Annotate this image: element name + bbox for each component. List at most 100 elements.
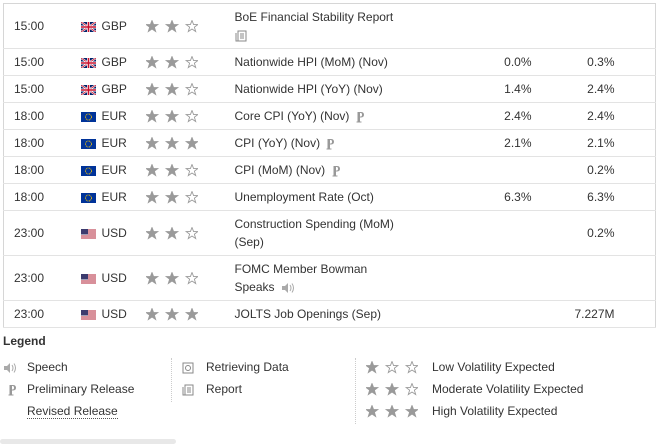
- actual: 0.0%: [408, 48, 532, 76]
- volatility-stars: [144, 307, 199, 321]
- currency: USD: [101, 307, 127, 321]
- flag: [79, 19, 102, 33]
- volatility-stars: [144, 271, 199, 285]
- legend-item: Report: [182, 380, 289, 402]
- volatility-cell: [144, 48, 235, 76]
- time: 18:00: [3, 102, 81, 130]
- report-icon: [235, 28, 247, 42]
- currency-cell: EUR: [80, 102, 146, 130]
- speech-icon: [3, 360, 17, 374]
- event-cell: Core CPI (YoY) (Nov): [234, 102, 409, 130]
- currency: GBP: [101, 82, 127, 96]
- volatility-cell: [144, 102, 235, 130]
- forecast: [531, 255, 615, 301]
- spacer: [614, 183, 656, 211]
- event-cell: Nationwide HPI (MoM) (Nov): [234, 48, 409, 76]
- event-name: Unemployment Rate (Oct): [234, 190, 374, 204]
- volatility-stars: [364, 358, 432, 376]
- volatility-cell: [144, 3, 235, 49]
- currency: EUR: [101, 190, 127, 204]
- event-cell: Nationwide HPI (YoY) (Nov): [234, 75, 409, 103]
- flag: [80, 226, 102, 240]
- volatility-stars: [144, 19, 199, 33]
- forecast: 2.4%: [531, 102, 615, 130]
- event-cell: Construction Spending (MoM) (Sep): [234, 210, 409, 256]
- flag: [79, 55, 102, 69]
- forecast: 0.3%: [531, 48, 615, 76]
- legend-column: Retrieving Data Report: [171, 358, 289, 402]
- currency-cell: USD: [80, 210, 146, 256]
- flag: [80, 307, 102, 321]
- spacer: [614, 3, 656, 49]
- legend-label: High Volatility Expected: [432, 404, 558, 418]
- legend-item: Moderate Volatility Expected: [364, 380, 584, 402]
- icon-line: [235, 26, 409, 44]
- legend-item: Preliminary Release: [3, 380, 134, 402]
- preliminary-icon: [356, 108, 365, 123]
- flag: [80, 190, 102, 204]
- flag: [80, 271, 102, 285]
- scrollbar[interactable]: [0, 439, 176, 444]
- spacer: [614, 210, 656, 256]
- legend-item: Low Volatility Expected: [364, 358, 583, 380]
- legend-item: Speech: [3, 358, 134, 380]
- preliminary-icon: [326, 135, 335, 150]
- forecast: 0.2%: [531, 210, 615, 256]
- event-name: CPI (MoM) (Nov): [234, 163, 326, 177]
- volatility-stars: [364, 380, 432, 398]
- currency: GBP: [101, 19, 127, 33]
- time: 15:00: [3, 3, 81, 49]
- volatility-stars: [144, 226, 199, 240]
- legend-label[interactable]: Revised Release: [27, 404, 118, 419]
- currency-cell: USD: [80, 300, 146, 328]
- event-name: CPI (YoY) (Nov): [234, 136, 321, 150]
- legend-icon: [182, 380, 206, 398]
- volatility-cell: [144, 156, 235, 184]
- spacer: [614, 75, 656, 103]
- legend-title: Legend: [3, 334, 46, 348]
- event-name: Nationwide HPI (MoM) (Nov): [234, 55, 388, 69]
- currency-cell: EUR: [80, 156, 146, 184]
- legend-label: Retrieving Data: [206, 360, 289, 374]
- event-cell: JOLTS Job Openings (Sep): [234, 300, 409, 328]
- currency: EUR: [101, 136, 127, 150]
- time: 23:00: [3, 210, 81, 256]
- legend-label: Report: [206, 382, 243, 396]
- forecast: 2.4%: [531, 75, 615, 103]
- flag: [79, 82, 102, 96]
- time: 18:00: [3, 183, 81, 211]
- report-icon: [182, 382, 194, 396]
- flag: [80, 163, 102, 177]
- legend-item: Revised Release: [3, 402, 134, 424]
- event-name: BoE Financial Stability Report: [234, 10, 394, 24]
- currency: EUR: [101, 163, 127, 177]
- event-row: 23:00 USD Construction Spending (MoM) (Sep…: [3, 210, 656, 256]
- event-cell: FOMC Member Bowman Speaks: [234, 255, 409, 301]
- legend-label: Speech: [27, 360, 68, 374]
- event-row: 15:00 GBP BoE Financial Stability Report: [3, 3, 656, 49]
- event-cell: CPI (MoM) (Nov): [234, 156, 409, 184]
- event-row: 23:00 USD JOLTS Job Openings (Sep) 7.227M: [3, 300, 656, 328]
- preliminary-icon: [332, 162, 341, 177]
- legend-icon: [3, 380, 27, 398]
- volatility-stars: [364, 402, 432, 420]
- event-name: Nationwide HPI (YoY) (Nov): [234, 82, 383, 96]
- actual: 1.4%: [408, 75, 532, 103]
- forecast: [531, 3, 615, 49]
- legend-label: Preliminary Release: [27, 382, 135, 396]
- legend-label: Moderate Volatility Expected: [432, 382, 584, 396]
- actual: 2.4%: [408, 102, 532, 130]
- actual: [408, 3, 532, 49]
- event-cell: BoE Financial Stability Report: [234, 3, 409, 49]
- volatility-stars: [144, 190, 199, 204]
- event-row: 18:00 EUR CPI (YoY) (Nov) 2.1% 2.1%: [3, 129, 656, 157]
- currency-cell: EUR: [80, 183, 146, 211]
- currency-cell: GBP: [79, 75, 146, 103]
- event-cell: Unemployment Rate (Oct): [234, 183, 409, 211]
- speech-icon: [281, 280, 295, 294]
- spacer: [614, 102, 656, 130]
- legend-item: High Volatility Expected: [364, 402, 583, 424]
- legend-item: Retrieving Data: [182, 358, 289, 380]
- forecast: 2.1%: [531, 129, 615, 157]
